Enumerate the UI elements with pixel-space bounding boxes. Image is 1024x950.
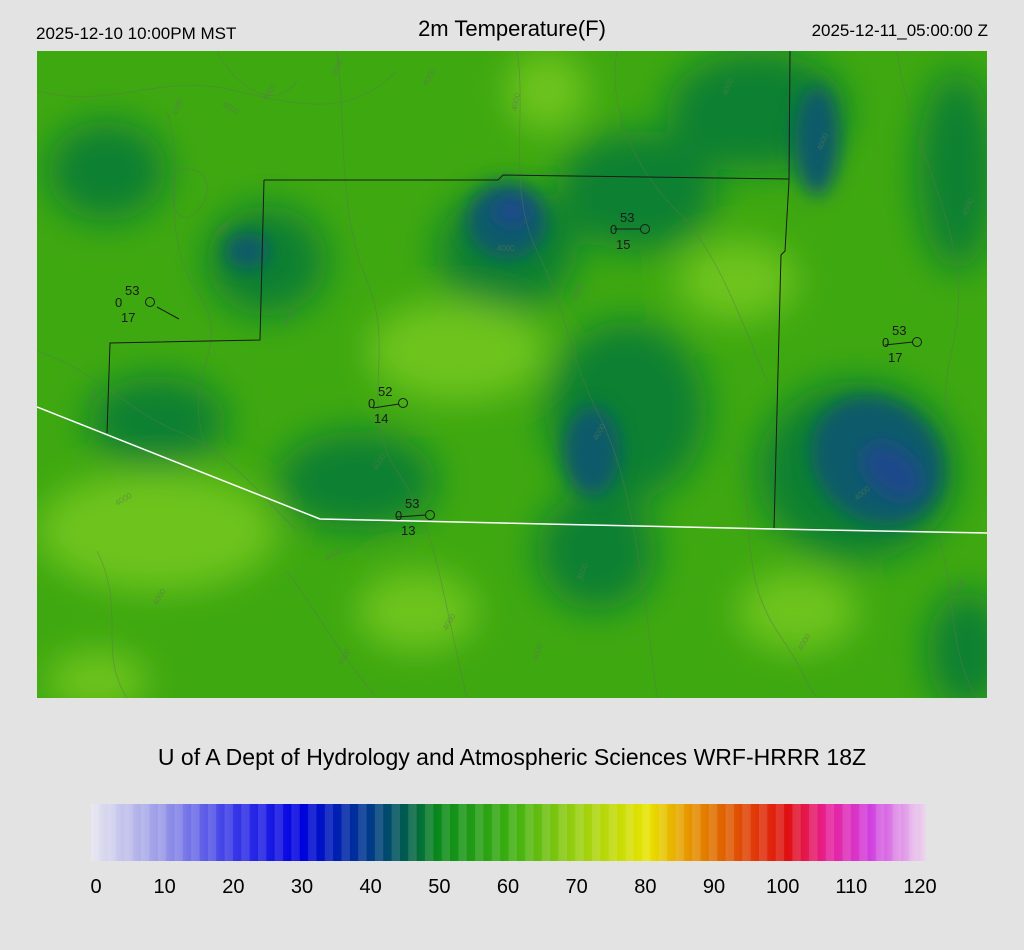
- station-calm-indicator: 0: [610, 222, 617, 237]
- cold-pools: [225, 86, 944, 526]
- station-temperature: 52: [378, 384, 392, 399]
- colorbar-tick-label: 0: [90, 876, 102, 898]
- elevation-contours: [37, 51, 978, 698]
- wind-barb-icon: [156, 306, 180, 320]
- colorbar-tick-label: 60: [496, 876, 520, 898]
- colorbar-tick-label: 110: [835, 876, 868, 898]
- station-dewpoint: 14: [374, 411, 388, 426]
- station-temperature: 53: [125, 283, 139, 298]
- station-dewpoint: 17: [121, 310, 135, 325]
- station-circle-icon: [398, 398, 408, 408]
- wind-barb-icon: [396, 514, 427, 518]
- station-dewpoint: 17: [888, 350, 902, 365]
- station-calm-indicator: 0: [368, 396, 375, 411]
- station-dewpoint: 13: [401, 523, 415, 538]
- wind-barb-icon: [372, 403, 400, 409]
- station-calm-indicator: 0: [115, 295, 122, 310]
- highway-line: [37, 406, 987, 534]
- map-title: 2m Temperature(F): [418, 16, 606, 41]
- colorbar-tick-label: 30: [290, 876, 314, 898]
- state-boundaries: [106, 51, 791, 530]
- colorbar-tick-label: 20: [222, 876, 245, 898]
- colorbar-tick-label: 90: [702, 876, 726, 898]
- colorbar-tick-label: 70: [565, 876, 588, 898]
- station-dewpoint: 15: [616, 237, 630, 252]
- contour-label: 4000: [510, 92, 522, 112]
- station-circle-icon: [145, 297, 155, 307]
- station-calm-indicator: 0: [882, 335, 889, 350]
- utc-time-label: 2025-12-11_05:00:00 Z: [811, 21, 988, 40]
- station-calm-indicator: 0: [395, 508, 402, 523]
- colorbar-tick-label: 100: [765, 876, 800, 898]
- station-temperature: 53: [620, 210, 634, 225]
- colorbar-tick-label: 80: [634, 876, 657, 898]
- station-temperature: 53: [405, 496, 419, 511]
- colorbar-ticks: 0 10 20 30 40 50 60 70 80 90 100 110 120: [0, 876, 1024, 904]
- local-time-label: 2025-12-10 10:00PM MST: [36, 24, 237, 43]
- credit-label: U of A Dept of Hydrology and Atmospheric…: [157, 744, 867, 770]
- contour-label: 4000: [497, 244, 515, 253]
- colorbar-tick-label: 10: [153, 876, 176, 898]
- colorbar-tick-label: 50: [428, 876, 451, 898]
- colorbar-tick-label: 40: [359, 876, 382, 898]
- colorbar-tick-label: 120: [903, 876, 937, 898]
- temperature-colorbar: [91, 804, 926, 861]
- wind-barb-icon: [884, 341, 914, 346]
- station-temperature: 53: [892, 323, 906, 338]
